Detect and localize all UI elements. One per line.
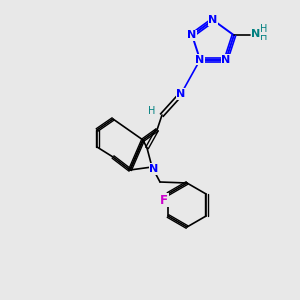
Text: F: F (160, 194, 168, 206)
Text: N: N (149, 164, 159, 174)
Text: N: N (176, 89, 186, 99)
Text: N: N (195, 55, 205, 65)
Text: H: H (148, 106, 156, 116)
Text: H: H (260, 32, 268, 42)
Text: N: N (188, 30, 197, 40)
Text: H: H (260, 24, 268, 34)
Text: N: N (251, 29, 260, 39)
Text: N: N (208, 15, 217, 25)
Text: N: N (221, 55, 231, 65)
